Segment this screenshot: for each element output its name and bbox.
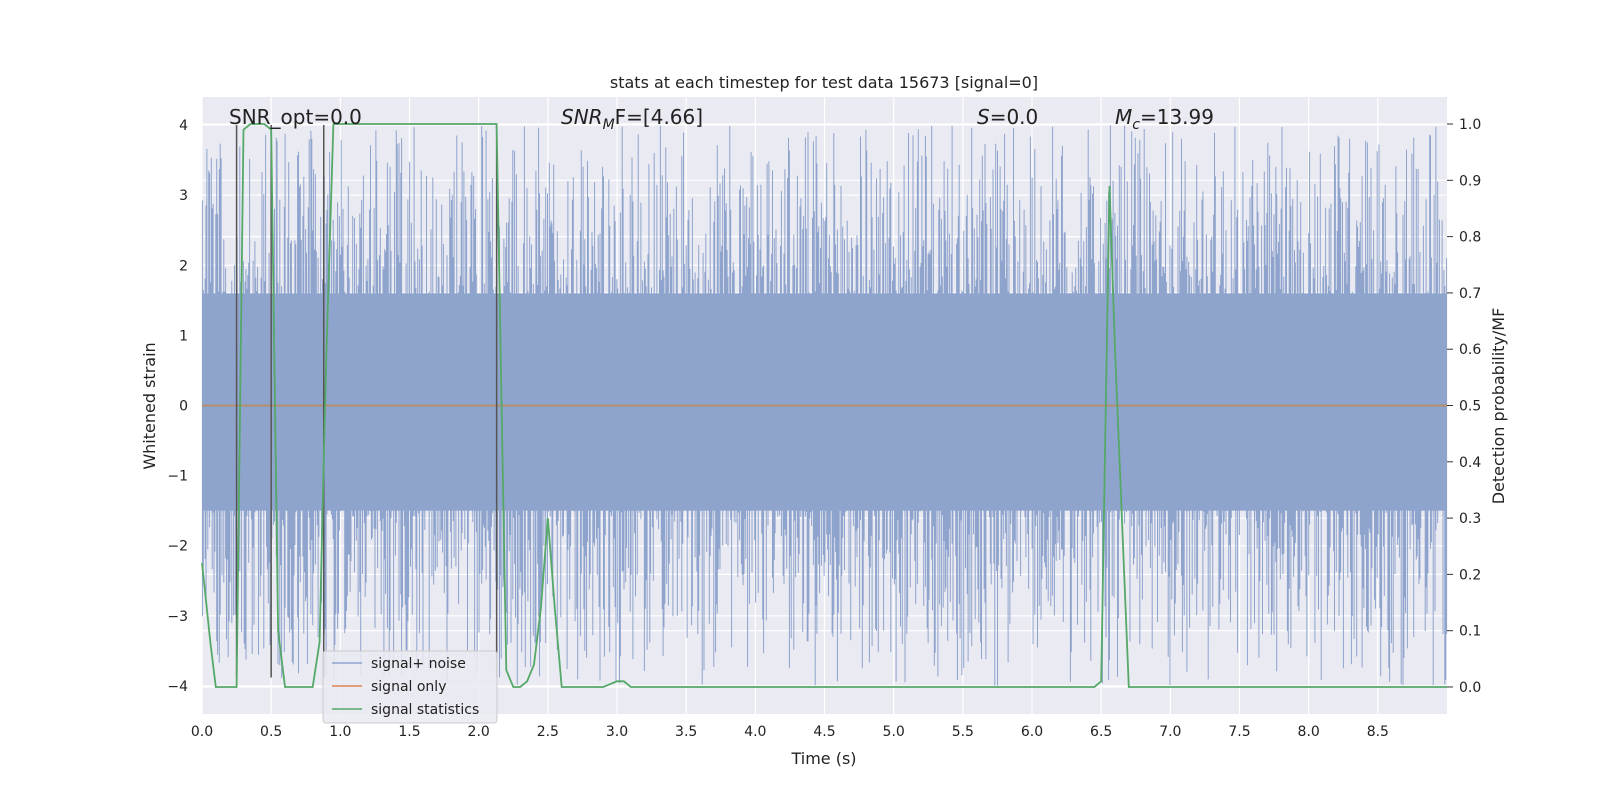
y-left-tick-label-6: −2 [167,539,188,555]
x-tick-label-1: 0.5 [260,724,282,740]
y-left-tick-label-7: −3 [167,609,188,625]
chart-title: stats at each timestep for test data 156… [610,73,1038,92]
x-tick-label-6: 3.0 [606,724,628,740]
y-axis-label-right: Detection probability/MF [1489,308,1508,505]
annotation-snr-mf-rest: F=[4.66] [615,105,703,129]
x-tick-label-10: 5.0 [883,724,905,740]
x-tick-label-2: 1.0 [329,724,351,740]
annotation-s-rest: =0.0 [990,105,1039,129]
x-tick-label-9: 4.5 [813,724,835,740]
y-ticks-left: 4 3 2 1 0 −1 −2 −3 −4 [167,118,188,695]
y-right-tick-label-4: 0.6 [1459,342,1481,358]
annotation-s: S=0.0 [977,105,1038,129]
x-tick-label-17: 8.5 [1367,724,1389,740]
annotation-snr-mf-sub: M [603,117,615,133]
annotation-mc-sub: c [1132,117,1140,133]
x-tick-label-4: 2.0 [468,724,490,740]
y-ticks-right: 1.0 0.9 0.8 0.7 0.6 0.5 0.4 0.3 0.2 0.1 0.0 [1447,117,1481,696]
y-right-tick-label-0: 1.0 [1459,117,1481,133]
legend-label-signal-statistics: signal statistics [371,702,479,718]
y-left-tick-label-2: 2 [179,258,188,274]
annotation-mc: Mc=13.99 [1115,105,1214,133]
annotation-snr-mf-main: SNR [561,105,603,129]
annotation-mc-rest: =13.99 [1140,105,1214,129]
y-right-tick-label-6: 0.4 [1459,455,1481,471]
signal-statistics-line [201,123,1447,688]
x-tick-label-11: 5.5 [952,724,974,740]
y-right-tick-label-10: 0.0 [1459,680,1481,696]
x-tick-label-0: 0.0 [191,724,213,740]
x-tick-label-14: 7.0 [1159,724,1181,740]
x-tick-label-16: 8.0 [1298,724,1320,740]
y-left-tick-label-0: 4 [179,118,188,134]
y-right-tick-label-9: 0.1 [1459,624,1481,640]
y-right-tick-label-1: 0.9 [1459,173,1481,189]
x-tick-label-12: 6.0 [1021,724,1043,740]
x-tick-label-15: 7.5 [1228,724,1250,740]
y-right-tick-label-3: 0.7 [1459,286,1481,302]
y-left-tick-label-8: −4 [167,679,188,695]
x-ticks: 0.0 0.5 1.0 1.5 2.0 2.5 3.0 3.5 4.0 4.5 5.0 5.5 6.0 6… [191,724,1389,740]
x-tick-label-5: 2.5 [537,724,559,740]
y-left-tick-label-5: −1 [167,469,188,485]
y-axis-label-left: Whitened strain [140,342,159,469]
series-group [201,123,1447,688]
x-tick-label-7: 3.5 [675,724,697,740]
y-left-tick-label-4: 0 [179,399,188,415]
y-left-tick-label-3: 1 [179,328,188,344]
signal-noise-band [201,125,1448,686]
y-right-tick-label-7: 0.3 [1459,511,1481,527]
x-tick-label-13: 6.5 [1090,724,1112,740]
annotation-snr-opt: SNR_opt=0.0 [229,105,362,129]
legend-label-signal-only: signal only [371,679,446,695]
x-tick-label-3: 1.5 [398,724,420,740]
y-right-tick-label-2: 0.8 [1459,230,1481,246]
y-right-tick-label-5: 0.5 [1459,399,1481,415]
x-axis-label: Time (s) [790,749,856,768]
x-tick-label-8: 4.0 [744,724,766,740]
annotation-mc-main: M [1115,105,1132,129]
legend: signal+ noise signal only signal statist… [322,650,498,724]
annotation-s-main: S [977,105,990,129]
legend-box [322,650,498,724]
y-left-tick-label-1: 3 [179,188,188,204]
legend-label-signal-noise: signal+ noise [371,656,466,672]
annotation-snr-mf: SNRMF=[4.66] [561,105,703,133]
y-right-tick-label-8: 0.2 [1459,567,1481,583]
